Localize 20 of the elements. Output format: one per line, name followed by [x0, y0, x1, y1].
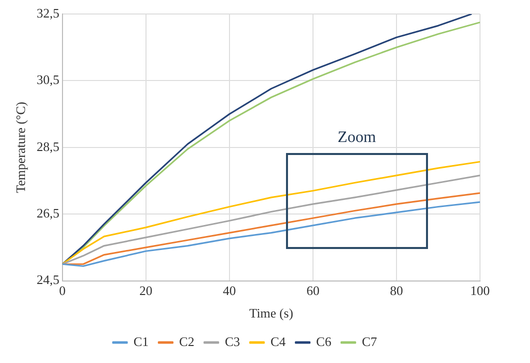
legend-label: C4 [270, 334, 286, 349]
x-tick-label: 100 [470, 283, 490, 298]
y-tick-label: 24,5 [36, 272, 60, 288]
legend-label: C7 [362, 334, 378, 349]
y-axis-title: Temperature (°C) [13, 102, 28, 194]
x-tick-label: 0 [59, 283, 66, 298]
y-tick-label: 30,5 [36, 72, 60, 88]
legend-label: C2 [179, 334, 194, 349]
y-tick-label: 26,5 [36, 206, 60, 221]
y-tick-label: 28,5 [36, 138, 60, 154]
x-axis-title: Time (s) [249, 306, 294, 321]
x-tick-label: 40 [222, 283, 236, 298]
x-tick-label: 60 [306, 283, 320, 298]
y-tick-label: 32,5 [36, 5, 60, 20]
x-tick-label: 80 [390, 283, 403, 298]
x-tick-label: 20 [139, 283, 152, 298]
legend-label: C3 [224, 334, 240, 349]
annotation: Zoom [336, 128, 377, 147]
legend-label: C6 [316, 334, 332, 349]
legend-label: C1 [133, 334, 149, 349]
